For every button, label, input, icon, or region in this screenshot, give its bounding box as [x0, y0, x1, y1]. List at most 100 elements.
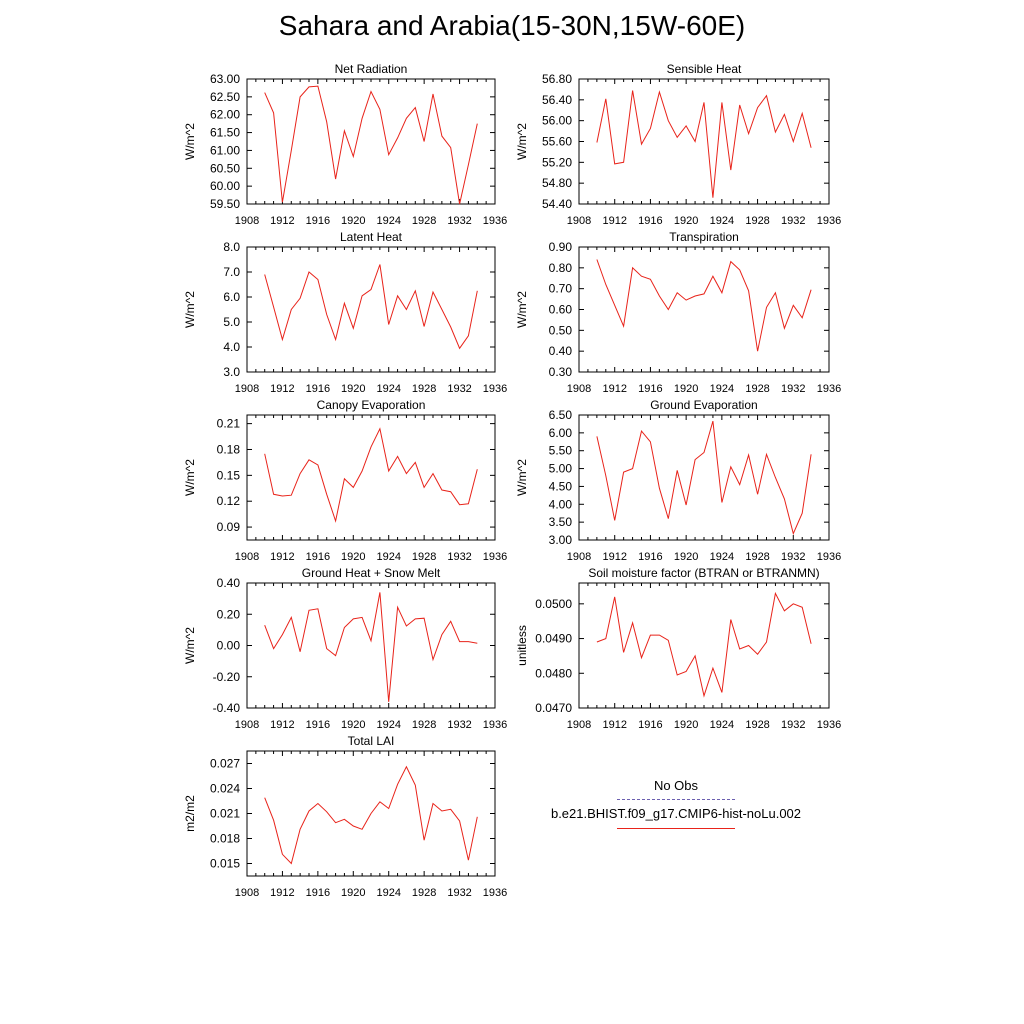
panel-9-xtick-label: 1916 — [306, 887, 330, 899]
panel-4-ytick-label: 0.80 — [549, 261, 573, 275]
panel-4-xtick-label: 1912 — [602, 383, 626, 395]
panel-2-xtick-label: 1920 — [674, 215, 698, 227]
panel-1-xtick-label: 1924 — [376, 215, 400, 227]
panel-6-ytick-label: 6.00 — [549, 426, 573, 440]
figure-title: Sahara and Arabia(15-30N,15W-60E) — [278, 10, 746, 41]
panel-4-ytick-label: 0.40 — [549, 344, 573, 358]
panel-9-xtick-label: 1936 — [483, 887, 507, 899]
panel-2-ylabel: W/m^2 — [515, 123, 529, 160]
panel-8-xtick-label: 1924 — [710, 719, 734, 731]
panel-3-xtick-label: 1908 — [235, 383, 259, 395]
panel-4-xtick-label: 1932 — [781, 383, 805, 395]
panel-5-ytick-label: 0.18 — [217, 442, 241, 456]
legend-model-line — [617, 828, 735, 829]
panel-3-ytick-label: 8.0 — [223, 240, 240, 254]
panel-5-ylabel: W/m^2 — [183, 459, 197, 496]
panel-2-xtick-label: 1912 — [602, 215, 626, 227]
panel-8-xtick-label: 1928 — [745, 719, 769, 731]
panel-7-xtick-label: 1936 — [483, 719, 507, 731]
panel-2-xtick-label: 1928 — [745, 215, 769, 227]
panel-3-frame — [246, 246, 496, 373]
panel-7-ylabel: W/m^2 — [183, 627, 197, 664]
panel-3-ytick-label: 4.0 — [223, 340, 240, 354]
panel-1-ylabel: W/m^2 — [183, 123, 197, 160]
panel-3-title: Latent Heat — [340, 230, 403, 244]
panel-9-xtick-label: 1924 — [376, 887, 400, 899]
panel-4-xtick-label: 1916 — [638, 383, 662, 395]
panel-2-xtick-label: 1936 — [817, 215, 841, 227]
panel-6-ytick-label: 3.00 — [549, 533, 573, 547]
panel-2-xtick-label: 1932 — [781, 215, 805, 227]
panel-6-frame — [578, 414, 830, 541]
panel-4-xtick-label: 1928 — [745, 383, 769, 395]
panel-3-xtick-label: 1932 — [447, 383, 471, 395]
panel-3-ytick-label: 3.0 — [223, 365, 240, 379]
panel-5-ytick-label: 0.12 — [217, 494, 241, 508]
panel-1-xtick-label: 1916 — [306, 215, 330, 227]
panel-2-xtick-label: 1916 — [638, 215, 662, 227]
panel-6-ytick-label: 5.00 — [549, 462, 573, 476]
panel-3-ytick-label: 5.0 — [223, 315, 240, 329]
panel-6-ytick-label: 3.50 — [549, 515, 573, 529]
legend-obs-label: No Obs — [653, 778, 699, 793]
panel-7-xtick-label: 1908 — [235, 719, 259, 731]
panel-8-xtick-label: 1912 — [602, 719, 626, 731]
panel-1-xtick-label: 1932 — [447, 215, 471, 227]
panel-4-xtick-label: 1920 — [674, 383, 698, 395]
panel-8-xtick-label: 1908 — [567, 719, 591, 731]
panel-8-xtick-label: 1920 — [674, 719, 698, 731]
panel-4-series-line — [596, 259, 812, 352]
panel-5-xtick-label: 1932 — [447, 551, 471, 563]
panel-4-ytick-label: 0.60 — [549, 303, 573, 317]
panel-1-title: Net Radiation — [335, 62, 408, 76]
panel-7-series-line — [264, 592, 478, 702]
panel-9-xtick-label: 1928 — [412, 887, 436, 899]
panel-7-ytick-label: 0.20 — [217, 607, 241, 621]
panel-3-ylabel: W/m^2 — [183, 291, 197, 328]
panel-6-xtick-label: 1928 — [745, 551, 769, 563]
panel-2-frame — [578, 78, 830, 205]
panel-6-ytick-label: 6.50 — [549, 408, 573, 422]
legend: No Obs b.e21.BHIST.f09_g17.CMIP6-hist-no… — [520, 778, 832, 829]
panel-7-ytick-label: 0.00 — [217, 639, 241, 653]
panel-2-xtick-label: 1924 — [710, 215, 734, 227]
panel-5-xtick-label: 1928 — [412, 551, 436, 563]
panel-7-xtick-label: 1928 — [412, 719, 436, 731]
panel-5-title: Canopy Evaporation — [317, 398, 426, 412]
panel-4-ytick-label: 0.50 — [549, 323, 573, 337]
panel-2-ytick-label: 54.80 — [542, 176, 572, 190]
panel-1-frame — [246, 78, 496, 205]
panel-5-xtick-label: 1936 — [483, 551, 507, 563]
panel-2-ytick-label: 56.40 — [542, 93, 572, 107]
panel-4-ytick-label: 0.70 — [549, 282, 573, 296]
panel-2-series-line — [596, 90, 812, 198]
legend-obs-line — [617, 799, 735, 800]
panel-8-xtick-label: 1932 — [781, 719, 805, 731]
panel-2-xtick-label: 1908 — [567, 215, 591, 227]
panel-1-ytick-label: 62.00 — [210, 108, 240, 122]
panel-6-xtick-label: 1924 — [710, 551, 734, 563]
panel-3-series-line — [264, 264, 478, 350]
panel-4-ylabel: W/m^2 — [515, 291, 529, 328]
panel-1-xtick-label: 1908 — [235, 215, 259, 227]
panel-9-series-line — [264, 765, 478, 865]
panel-2-title: Sensible Heat — [667, 62, 742, 76]
panel-1-ytick-label: 63.00 — [210, 72, 240, 86]
panel-8-ytick-label: 0.0480 — [535, 666, 572, 680]
panel-9-xtick-label: 1932 — [447, 887, 471, 899]
panel-5-xtick-label: 1924 — [376, 551, 400, 563]
panel-2-ytick-label: 55.60 — [542, 135, 572, 149]
panel-1-xtick-label: 1936 — [483, 215, 507, 227]
panel-4-title: Transpiration — [669, 230, 739, 244]
panel-1-ytick-label: 60.00 — [210, 179, 240, 193]
panel-5-xtick-label: 1908 — [235, 551, 259, 563]
panel-7-xtick-label: 1932 — [447, 719, 471, 731]
panel-4-ytick-label: 0.90 — [549, 240, 573, 254]
panel-2-ytick-label: 55.20 — [542, 155, 572, 169]
panel-6-xtick-label: 1920 — [674, 551, 698, 563]
panel-6-ytick-label: 4.50 — [549, 479, 573, 493]
panel-6-series-line — [596, 420, 812, 536]
panel-4-ytick-label: 0.30 — [549, 365, 573, 379]
panel-2-ytick-label: 54.40 — [542, 197, 572, 211]
